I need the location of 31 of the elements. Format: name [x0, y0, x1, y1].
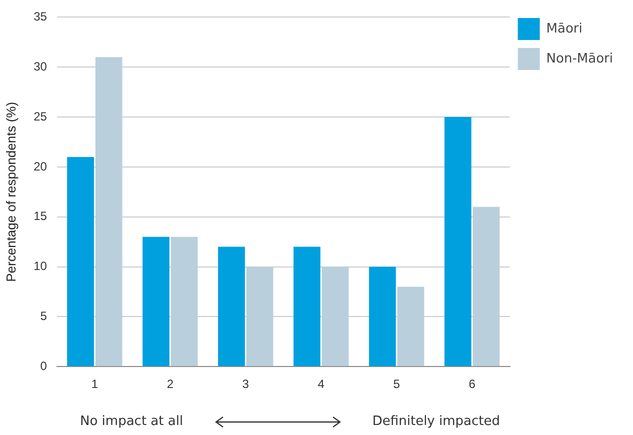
- bar: [246, 266, 274, 366]
- x-tick-label: 2: [166, 377, 174, 392]
- y-tick-label: 35: [34, 10, 48, 24]
- bar: [170, 236, 198, 366]
- bar: [444, 117, 472, 366]
- y-tick-label: 30: [34, 59, 48, 74]
- y-tick-label: 0: [40, 358, 48, 373]
- y-tick-label: 5: [40, 309, 48, 323]
- bar: [397, 286, 424, 366]
- y-tick-label: 10: [34, 259, 48, 274]
- y-tick-label: 20: [34, 159, 48, 174]
- y-axis-title: Percentage of respondents (%): [3, 102, 18, 282]
- legend-label: Māori: [546, 21, 582, 36]
- legend-label: Non-Māori: [546, 51, 613, 66]
- bar: [322, 266, 349, 366]
- bar: [294, 246, 320, 366]
- x-tick-label: 1: [91, 377, 98, 392]
- bar: [142, 236, 170, 366]
- bar: [67, 156, 94, 366]
- bar: [472, 206, 500, 366]
- text: Definitely impacted: [372, 414, 500, 429]
- bar: [218, 246, 245, 366]
- x-tick-label: 3: [242, 377, 250, 392]
- y-tick-label: 15: [34, 209, 48, 224]
- x-tick-label: 6: [468, 377, 476, 392]
- y-tick-label: 25: [34, 109, 48, 124]
- bar: [368, 266, 396, 366]
- x-tick-label: 4: [318, 377, 325, 392]
- text: No impact at all: [80, 414, 184, 429]
- bar: [95, 57, 122, 366]
- x-tick-label: 5: [393, 377, 400, 392]
